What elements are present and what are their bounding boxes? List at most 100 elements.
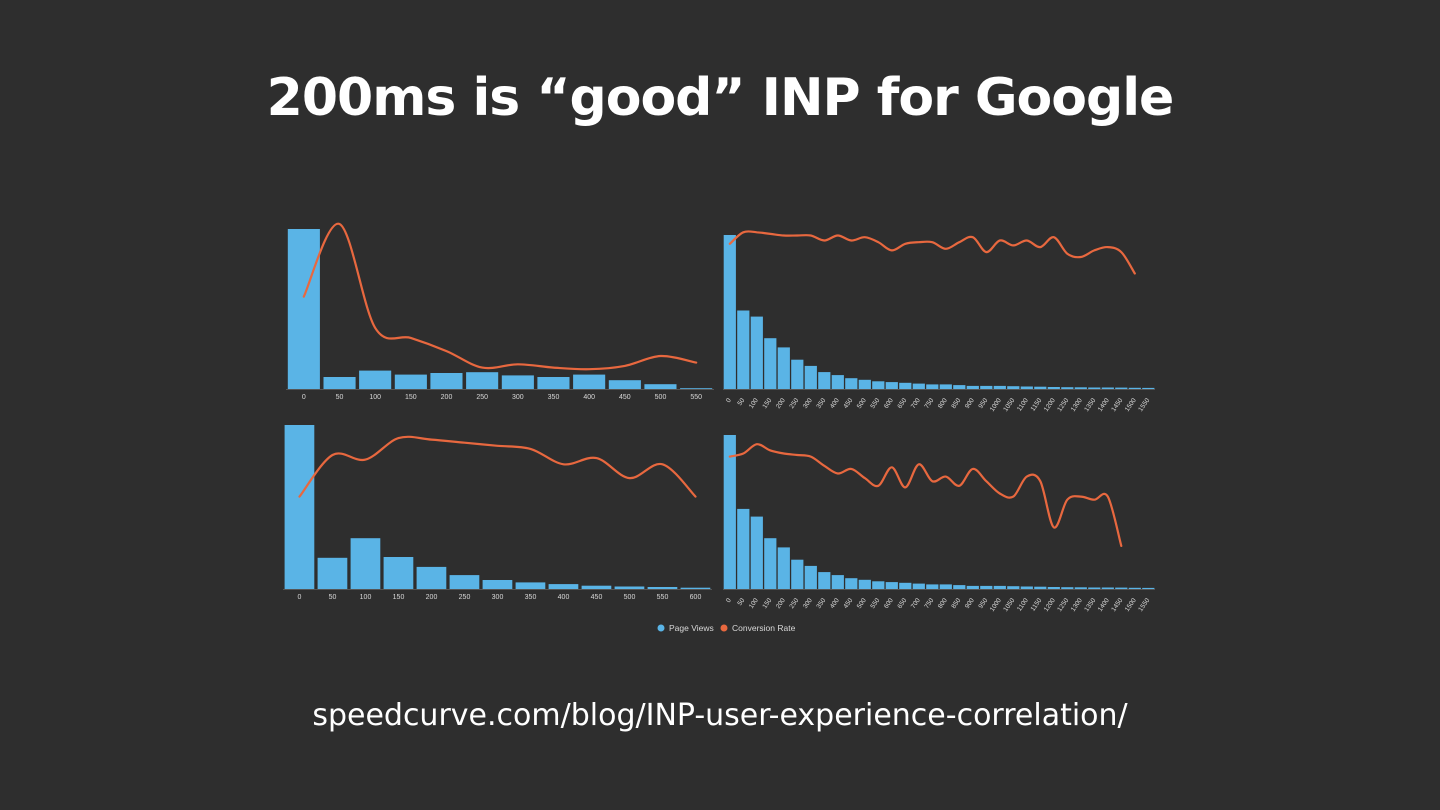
x-tick-label: 1250 [1056, 597, 1070, 613]
x-tick-label: 350 [815, 397, 827, 410]
page-views-bar [1115, 387, 1128, 389]
legend-page-views-marker [657, 624, 665, 632]
x-tick-label: 700 [910, 597, 922, 610]
page-views-bar [608, 380, 641, 389]
x-tick-label: 150 [761, 597, 773, 610]
page-views-bar [845, 378, 858, 389]
x-tick-label: 250 [788, 597, 800, 610]
source-url[interactable]: speedcurve.com/blog/INP-user-experience-… [312, 698, 1128, 733]
page-views-bar [926, 584, 939, 589]
x-tick-label: 350 [525, 594, 537, 601]
x-tick-label: 150 [393, 594, 405, 601]
x-tick-label: 550 [657, 594, 669, 601]
legend-page-views-label: Page Views [669, 623, 714, 633]
page-views-bar [350, 538, 381, 589]
page-views-bar [926, 384, 939, 389]
x-tick-label: 450 [842, 597, 854, 610]
page-views-bar [1142, 587, 1155, 589]
x-tick-label: 1550 [1137, 397, 1151, 413]
page-views-bar [939, 584, 952, 589]
conversion-rate-line [728, 230, 1136, 275]
x-tick-label: 800 [937, 397, 949, 410]
page-views-bar [912, 583, 925, 589]
x-tick-label: 750 [923, 597, 935, 610]
x-tick-label: 500 [624, 594, 636, 601]
x-tick-label: 600 [883, 397, 895, 410]
x-tick-label: 400 [829, 397, 841, 410]
x-tick-label: 1400 [1097, 597, 1111, 613]
page-views-bar [845, 578, 858, 589]
x-tick-label: 200 [775, 597, 787, 610]
x-tick-label: 50 [736, 597, 746, 607]
page-views-bar [912, 383, 925, 389]
page-views-bar [777, 347, 790, 389]
x-tick-label: 1300 [1070, 397, 1084, 413]
page-views-bar [323, 377, 356, 389]
page-views-bar [394, 374, 427, 389]
chart-panel-4: 0 50 100 150 200 250 300 350 400 450 500 550 600 650 7… [723, 435, 1155, 613]
page-views-bar [287, 229, 320, 389]
page-views-bar [317, 557, 348, 589]
page-views-bar [953, 585, 966, 589]
page-views-bar [818, 372, 831, 389]
page-views-bar [980, 585, 993, 589]
legend-conversion-rate-marker [720, 624, 728, 632]
x-tick-label: 250 [788, 397, 800, 410]
x-tick-label: 400 [558, 594, 570, 601]
x-tick-label: 200 [426, 594, 438, 601]
x-tick-label: 250 [476, 394, 488, 401]
page-views-bar [791, 359, 804, 389]
page-views-bar [899, 582, 912, 589]
chart-panel-1: 0 50 100 150 200 250 300 350 400 450 500 550 [286, 222, 714, 401]
page-views-bar [647, 587, 678, 589]
conversion-rate-line [302, 222, 698, 371]
conversion-rate-line [728, 443, 1123, 547]
x-tick-label: 400 [829, 597, 841, 610]
x-tick-label: 750 [923, 397, 935, 410]
page-views-bar [993, 385, 1006, 389]
page-views-bar [737, 508, 750, 589]
page-views-bar [764, 538, 777, 589]
chart-panel-3: 0 50 100 150 200 250 300 350 400 450 500 550 600 [283, 425, 712, 601]
page-views-bar [1007, 586, 1020, 589]
x-tick-label: 450 [591, 594, 603, 601]
x-tick-label: 1050 [1002, 397, 1016, 413]
page-views-bar [1020, 586, 1033, 589]
x-tick-label: 1100 [1016, 397, 1030, 413]
page-views-bar [858, 579, 871, 589]
x-tick-label: 150 [405, 394, 417, 401]
x-tick-label: 1200 [1043, 397, 1057, 413]
page-views-bar [1034, 386, 1047, 389]
page-views-bar [466, 372, 499, 389]
page-views-bar [1047, 387, 1060, 389]
x-tick-label: 200 [775, 397, 787, 410]
page-views-bar [1047, 587, 1060, 589]
x-tick-label: 600 [883, 597, 895, 610]
x-tick-label: 300 [512, 394, 524, 401]
x-tick-label: 300 [492, 594, 504, 601]
page-views-bar [885, 382, 898, 389]
x-tick-label: 1100 [1016, 597, 1030, 613]
x-tick-label: 50 [336, 394, 344, 401]
page-views-bar [501, 375, 534, 389]
x-tick-label: 1300 [1070, 597, 1084, 613]
x-tick-label: 800 [937, 597, 949, 610]
page-views-bar [548, 584, 579, 589]
x-tick-label: 0 [302, 394, 306, 401]
page-views-bar [1061, 587, 1074, 589]
x-tick-label: 450 [842, 397, 854, 410]
page-views-bar [515, 582, 546, 589]
x-tick-label: 1150 [1030, 397, 1044, 413]
page-views-bar [573, 374, 606, 389]
x-tick-label: 500 [856, 597, 868, 610]
page-views-bar [482, 580, 513, 589]
x-tick-label: 550 [869, 597, 881, 610]
page-views-bar [1020, 386, 1033, 389]
chart-panel-2: 0 50 100 150 200 250 300 350 400 450 500 550 600 650 7… [723, 230, 1155, 413]
conversion-rate-line [298, 435, 697, 498]
x-tick-label: 850 [950, 597, 962, 610]
x-tick-label: 100 [748, 597, 760, 610]
x-tick-label: 0 [725, 597, 733, 604]
page-views-bar [1088, 387, 1101, 389]
